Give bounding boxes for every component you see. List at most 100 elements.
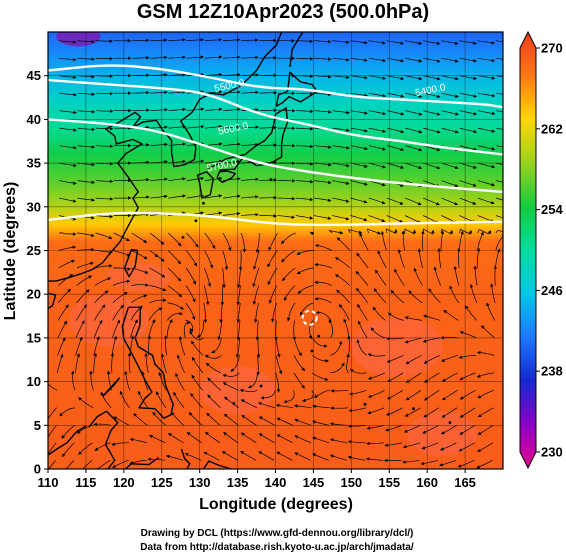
coastlines — [48, 32, 452, 469]
wind-streamline — [150, 90, 168, 95]
x-tick-label: 135 — [227, 475, 249, 490]
colorbar-tick-label: 254 — [541, 202, 563, 217]
wind-streamline — [186, 232, 199, 248]
wind-streamline — [356, 252, 369, 269]
wind-streamline — [367, 407, 385, 415]
warm-patch — [107, 262, 171, 291]
wind-streamline — [131, 250, 148, 260]
wind-streamline — [386, 407, 403, 416]
wind-streamline — [130, 305, 143, 321]
wind-streamline — [204, 250, 214, 269]
coastline — [88, 410, 119, 469]
warm-patch — [350, 316, 443, 377]
wind-streamline — [404, 75, 423, 81]
wind-streamline — [129, 437, 148, 444]
wind-streamline — [112, 319, 120, 339]
colorbar-ticks: 230 238 246 254 262 270 — [536, 41, 563, 460]
wind-streamline — [95, 91, 114, 96]
wind-streamline — [150, 125, 168, 129]
wind-streamline — [241, 432, 257, 444]
wind-streamline — [386, 390, 403, 400]
wind-streamline — [347, 455, 366, 461]
wind-streamline — [217, 320, 223, 341]
wind-streamline — [286, 302, 296, 322]
wind-streamline — [404, 316, 423, 321]
wind-streamline — [405, 110, 423, 116]
wind-streamline — [368, 197, 386, 205]
wind-streamline — [423, 162, 441, 170]
wind-streamline — [77, 74, 95, 79]
coastline — [121, 306, 174, 419]
wind-streamline — [404, 337, 422, 344]
wind-streamline — [57, 304, 69, 321]
x-tick-label: 160 — [416, 475, 438, 490]
wind-streamline — [421, 442, 439, 450]
y-tick-label: 10 — [27, 374, 41, 389]
coastline — [124, 457, 160, 469]
wind-streamline — [477, 145, 496, 151]
wind-streamline — [223, 90, 241, 94]
wind-streamline — [440, 228, 454, 235]
wind-streamline — [222, 232, 232, 251]
wind-streamline — [459, 197, 477, 205]
wind-streamline — [95, 197, 114, 201]
wind-streamline — [347, 440, 366, 444]
island — [202, 201, 205, 205]
wind-streamline — [275, 355, 283, 375]
wind-streamline — [241, 55, 259, 60]
wind-streamline — [457, 459, 475, 468]
wind-streamline — [332, 197, 350, 203]
wind-streamline — [57, 337, 66, 356]
wind-streamline — [168, 194, 186, 199]
wind-streamline — [48, 460, 56, 469]
wind-streamline — [442, 390, 458, 401]
wind-streamline — [332, 145, 350, 150]
wind-streamline — [237, 267, 242, 289]
wind-streamline — [477, 229, 492, 235]
wind-streamline — [441, 372, 458, 382]
wind-streamline — [386, 162, 405, 169]
wind-streamline — [204, 194, 223, 199]
wind-streamline — [131, 56, 150, 60]
wind-streamline — [255, 320, 259, 341]
wind-streamline — [207, 394, 221, 409]
wind-streamline — [119, 390, 130, 409]
wind-streamline — [59, 407, 75, 417]
wind-streamline — [204, 55, 223, 59]
y-axis-label: Latitude (degrees) — [2, 182, 19, 321]
wind-streamline — [241, 73, 259, 77]
wind-streamline — [459, 389, 476, 400]
wind-streamline — [477, 40, 496, 45]
wind-streamline — [453, 265, 460, 286]
wind-streamline — [405, 145, 423, 152]
wind-streamline — [332, 75, 350, 79]
wind-streamline — [168, 142, 187, 146]
wind-streamline — [77, 232, 95, 238]
x-tick-label: 140 — [265, 475, 287, 490]
wind-streamline — [77, 92, 96, 96]
wind-streamline — [224, 396, 239, 409]
wind-streamline — [168, 107, 187, 112]
wind-streamline — [239, 388, 258, 393]
wind-streamline — [204, 176, 223, 181]
wind-streamline — [394, 268, 405, 286]
wind-streamline — [428, 288, 441, 304]
wind-streamline — [259, 178, 278, 182]
island — [259, 384, 263, 388]
wind-streamline — [113, 250, 131, 257]
wind-streamline — [441, 57, 459, 63]
wind-streamline — [404, 162, 423, 170]
wind-streamline — [259, 143, 278, 147]
wind-streamline — [282, 267, 296, 282]
wind-streamline — [204, 142, 223, 146]
wind-streamline — [496, 145, 503, 148]
wind-streamline — [222, 38, 241, 42]
y-tick-label: 30 — [27, 199, 41, 214]
wind-streamline — [76, 275, 93, 286]
x-tick-label: 110 — [38, 475, 59, 490]
wind-streamline — [186, 194, 205, 199]
wind-streamline — [313, 389, 331, 398]
x-tick-label: 150 — [340, 475, 362, 490]
wind-streamline — [476, 372, 495, 378]
wind-streamline — [281, 250, 296, 263]
